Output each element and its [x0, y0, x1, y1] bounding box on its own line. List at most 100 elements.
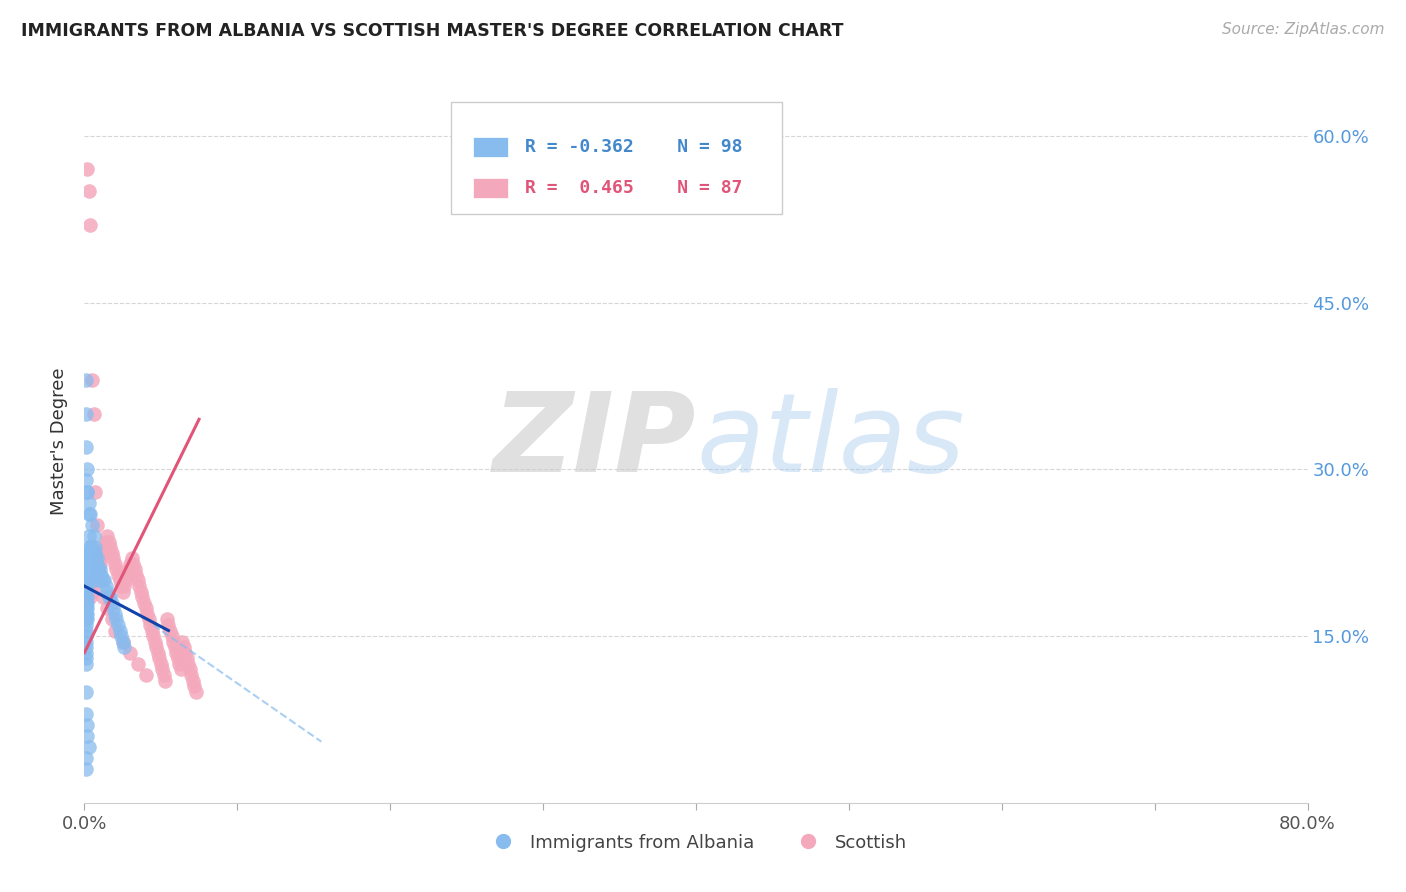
Point [180, 668, 202, 682]
Point [145, 640, 167, 655]
Point [111, 634, 134, 648]
Bar [474, 136, 508, 157]
Point [84, 546, 107, 560]
Point [132, 596, 155, 610]
Point [183, 679, 205, 693]
Point [76, 484, 98, 499]
Point [83, 407, 105, 421]
Point [104, 557, 127, 571]
Point [131, 590, 153, 604]
Point [84, 574, 107, 588]
Point [86, 568, 108, 582]
Point [87, 562, 110, 576]
Point [136, 607, 159, 621]
Point [79, 218, 101, 232]
Point [77, 507, 100, 521]
Point [83, 529, 105, 543]
Point [83, 562, 105, 576]
Point [89, 557, 111, 571]
Point [75, 646, 97, 660]
Point [162, 634, 184, 648]
Text: atlas: atlas [696, 388, 965, 495]
Point [141, 624, 163, 638]
Point [155, 673, 177, 688]
Point [76, 551, 98, 566]
Point [75, 763, 97, 777]
Point [84, 484, 107, 499]
Point [84, 540, 107, 554]
Point [75, 596, 97, 610]
Point [89, 574, 111, 588]
Point [80, 540, 103, 554]
Text: Source: ZipAtlas.com: Source: ZipAtlas.com [1222, 22, 1385, 37]
Point [75, 474, 97, 488]
Point [108, 624, 131, 638]
Point [170, 662, 193, 676]
Point [80, 551, 103, 566]
Point [105, 562, 128, 576]
Point [142, 629, 165, 643]
Point [135, 601, 157, 615]
Point [165, 646, 187, 660]
Point [87, 551, 110, 566]
Point [167, 657, 190, 671]
Point [79, 540, 101, 554]
Point [173, 640, 195, 655]
Text: R =  0.465    N = 87: R = 0.465 N = 87 [524, 179, 742, 197]
Point [75, 440, 97, 454]
Point [157, 618, 180, 632]
Point [181, 673, 204, 688]
Text: ZIP: ZIP [492, 388, 696, 495]
Text: R = -0.362    N = 98: R = -0.362 N = 98 [524, 137, 742, 156]
Point [76, 729, 98, 743]
Point [129, 584, 152, 599]
Point [77, 574, 100, 588]
Point [98, 590, 121, 604]
Point [76, 484, 98, 499]
Point [87, 562, 110, 576]
Point [75, 618, 97, 632]
Point [75, 574, 97, 588]
Point [98, 540, 121, 554]
Point [89, 574, 111, 588]
Point [104, 607, 127, 621]
Point [148, 651, 170, 665]
Point [103, 551, 125, 566]
Point [121, 551, 143, 566]
Point [75, 751, 97, 765]
Point [156, 612, 179, 626]
Point [128, 579, 150, 593]
Point [127, 657, 149, 671]
Point [83, 557, 105, 571]
Point [76, 574, 98, 588]
Point [91, 574, 114, 588]
Point [79, 557, 101, 571]
Point [77, 562, 100, 576]
Point [76, 601, 98, 615]
Point [143, 634, 166, 648]
Point [87, 562, 110, 576]
Point [120, 557, 142, 571]
Point [77, 740, 100, 755]
Point [124, 562, 146, 576]
Point [101, 612, 124, 626]
Point [96, 529, 118, 543]
Point [76, 579, 98, 593]
Point [107, 618, 129, 632]
Point [75, 640, 97, 655]
Point [125, 568, 148, 582]
Point [75, 651, 97, 665]
Point [76, 462, 98, 476]
Point [75, 706, 97, 721]
Point [139, 618, 162, 632]
Point [104, 624, 127, 638]
Point [80, 373, 103, 387]
Point [172, 634, 194, 648]
Point [89, 562, 111, 576]
Point [174, 646, 197, 660]
Point [75, 657, 97, 671]
Point [76, 607, 98, 621]
Point [75, 407, 97, 421]
Point [76, 162, 98, 177]
Point [111, 634, 134, 648]
